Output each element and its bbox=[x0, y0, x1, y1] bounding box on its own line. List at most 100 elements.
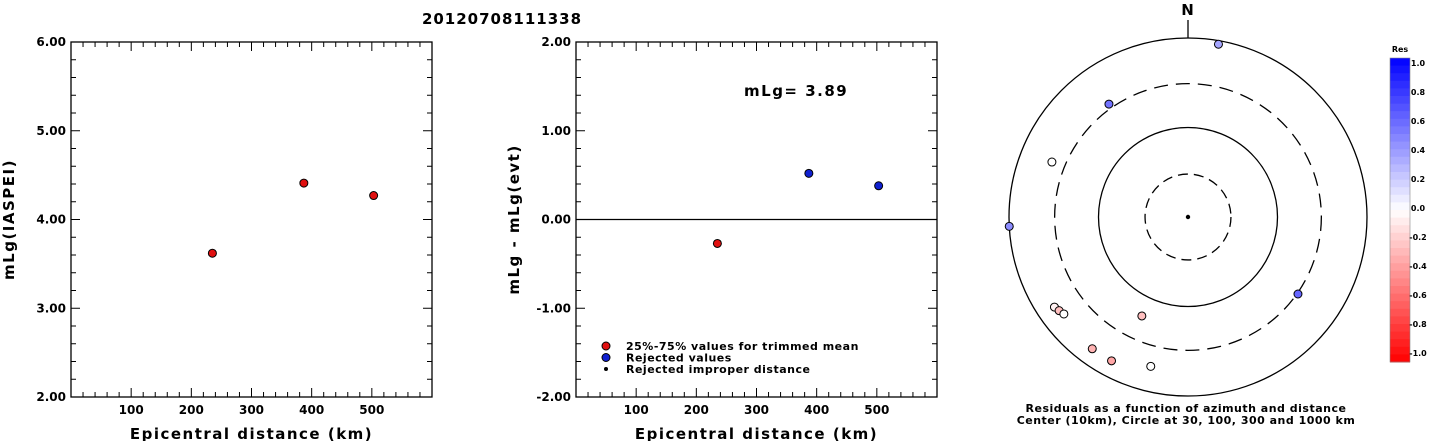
y-tick-label: 2.00 bbox=[36, 390, 66, 404]
data-point bbox=[712, 238, 722, 248]
panel-mlg-vs-distance: 100 200 300 400 500 2.00 3.00 4.00 5.00 6.00 Epice… bbox=[0, 35, 433, 441]
panel-polar-residuals: N Residuals as a function of azimuth and … bbox=[1004, 1, 1368, 427]
colorbar-segment bbox=[1390, 149, 1410, 158]
x-tick-label: 400 bbox=[299, 403, 324, 417]
y-axis-title: mLg(IASPEI) bbox=[0, 159, 18, 280]
colorbar-segment bbox=[1390, 217, 1410, 226]
x-tick-label: 200 bbox=[179, 403, 204, 417]
colorbar-segment bbox=[1390, 293, 1410, 302]
colorbar-segment bbox=[1390, 126, 1410, 135]
colorbar-segment bbox=[1390, 164, 1410, 173]
colorbar-segment bbox=[1390, 65, 1410, 74]
circle-300km bbox=[1053, 82, 1323, 352]
colorbar-segment bbox=[1390, 346, 1410, 355]
colorbar-segment bbox=[1390, 324, 1410, 333]
colorbar-tick-label: -0.2 bbox=[1409, 233, 1427, 242]
figure-title: 20120708111338 bbox=[422, 10, 582, 28]
colorbar-tick-label: 0.4 bbox=[1411, 146, 1426, 155]
y-tick-label: 0.00 bbox=[541, 213, 571, 227]
colorbar-segment bbox=[1390, 141, 1410, 150]
colorbar-tick-label: 1.0 bbox=[1411, 59, 1426, 68]
colorbar-tick-label: -0.4 bbox=[1409, 262, 1427, 271]
colorbar-segment bbox=[1390, 255, 1410, 264]
colorbar-tick-label: 0.8 bbox=[1411, 88, 1426, 97]
colorbar-segment bbox=[1390, 248, 1410, 257]
colorbar-segment bbox=[1390, 316, 1410, 325]
station-marker bbox=[1004, 221, 1014, 231]
colorbar-segment bbox=[1390, 58, 1410, 67]
station-marker bbox=[1107, 356, 1117, 366]
legend-marker bbox=[601, 353, 611, 362]
x-axis-title: Epicentral distance (km) bbox=[635, 425, 878, 441]
plot-frame bbox=[70, 41, 433, 398]
polar-caption-line2: Center (10km), Circle at 30, 100, 300 an… bbox=[1017, 414, 1356, 427]
station-marker bbox=[1146, 361, 1156, 371]
data-point bbox=[804, 168, 814, 178]
colorbar-tick-label: -0.8 bbox=[1409, 320, 1427, 329]
colorbar-segment bbox=[1390, 172, 1410, 181]
panel-residual-vs-distance: 100 200 300 400 500 -2.00 -1.00 0.00 1.00 2.00 Epi… bbox=[505, 35, 938, 441]
colorbar-segment bbox=[1390, 134, 1410, 143]
colorbar-segment bbox=[1390, 301, 1410, 310]
colorbar-segment bbox=[1390, 232, 1410, 241]
station-marker bbox=[1059, 309, 1069, 319]
y-tick-label: 6.00 bbox=[36, 35, 66, 49]
legend-marker bbox=[604, 367, 608, 371]
x-axis-title: Epicentral distance (km) bbox=[130, 425, 373, 441]
y-tick-label: 5.00 bbox=[36, 124, 66, 138]
x-tick-label: 500 bbox=[864, 403, 889, 417]
station-marker bbox=[1137, 311, 1147, 321]
station-marker bbox=[1293, 289, 1303, 299]
colorbar-title: Res bbox=[1392, 45, 1409, 54]
legend-label: Rejected values bbox=[626, 352, 732, 365]
colorbar-segment bbox=[1390, 156, 1410, 165]
colorbar-segment bbox=[1390, 263, 1410, 272]
colorbar-segment bbox=[1390, 118, 1410, 127]
colorbar-segment bbox=[1390, 194, 1410, 203]
epicenter-dot bbox=[1185, 214, 1191, 220]
colorbar-tick-label: -0.6 bbox=[1409, 291, 1427, 300]
y-tick-label: -1.00 bbox=[536, 301, 571, 315]
colorbar-segment bbox=[1390, 187, 1410, 196]
colorbar-segment bbox=[1390, 179, 1410, 188]
colorbar-segment bbox=[1390, 331, 1410, 340]
colorbar-segment bbox=[1390, 308, 1410, 317]
colorbar-segment bbox=[1390, 210, 1410, 219]
colorbar-tick-label: 0.6 bbox=[1411, 117, 1426, 126]
x-tick-label: 200 bbox=[684, 403, 709, 417]
colorbar-segment bbox=[1390, 240, 1410, 249]
x-tick-label: 300 bbox=[239, 403, 264, 417]
x-tick-label: 300 bbox=[744, 403, 769, 417]
y-tick-label: 3.00 bbox=[36, 301, 66, 315]
station-marker bbox=[1104, 99, 1114, 109]
station-marker bbox=[1087, 344, 1097, 354]
colorbar-segment bbox=[1390, 202, 1410, 211]
legend-label: Rejected improper distance bbox=[626, 363, 810, 376]
legend-marker bbox=[601, 341, 611, 351]
x-tick-label: 400 bbox=[804, 403, 829, 417]
data-point bbox=[207, 248, 217, 258]
x-tick-label: 500 bbox=[359, 403, 384, 417]
y-tick-label: 2.00 bbox=[541, 35, 571, 49]
colorbar-segment bbox=[1390, 339, 1410, 348]
colorbar-segment bbox=[1390, 286, 1410, 295]
y-tick-label: 1.00 bbox=[541, 124, 571, 138]
legend-label: 25%-75% values for trimmed mean bbox=[626, 340, 859, 353]
colorbar-segment bbox=[1390, 88, 1410, 97]
colorbar-segment bbox=[1390, 354, 1410, 363]
colorbar-segment bbox=[1390, 103, 1410, 112]
x-tick-label: 100 bbox=[624, 403, 649, 417]
data-point bbox=[299, 178, 309, 188]
circle-30km bbox=[1144, 173, 1232, 261]
north-label: N bbox=[1181, 1, 1195, 19]
x-tick-label: 100 bbox=[119, 403, 144, 417]
colorbar-segment bbox=[1390, 225, 1410, 234]
circle-100km bbox=[1097, 126, 1279, 308]
magnitude-annotation: mLg= 3.89 bbox=[744, 82, 848, 100]
colorbar-segment bbox=[1390, 73, 1410, 82]
colorbar-tick-label: 0.2 bbox=[1411, 175, 1425, 184]
colorbar-tick-label: -1.0 bbox=[1409, 349, 1427, 358]
data-point bbox=[874, 181, 884, 191]
